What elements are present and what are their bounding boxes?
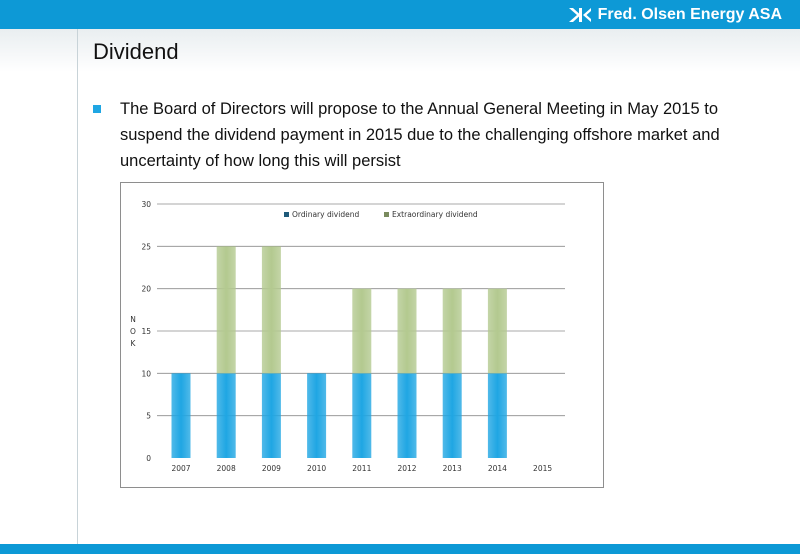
x-tick-label: 2009 [262, 464, 281, 473]
bar-extraordinary [216, 246, 236, 374]
legend-swatch [384, 212, 389, 217]
bar-ordinary [261, 373, 281, 458]
bar-ordinary [487, 373, 507, 458]
bar-ordinary [442, 373, 462, 458]
y-tick-label: 25 [141, 242, 151, 251]
bar-extraordinary [352, 288, 372, 374]
bullet-square-icon [93, 105, 101, 113]
legend-label: Extraordinary dividend [392, 210, 478, 219]
footer-bar [0, 544, 800, 554]
chart-svg: 0 5 10 15 20 25 30 NOK 2007 2008 2009 2010 2011 2012 2… [130, 200, 565, 473]
bar-ordinary [397, 373, 417, 458]
x-tick-label: 2007 [171, 464, 190, 473]
bar-extraordinary [261, 246, 281, 374]
title-band [0, 29, 800, 72]
x-tick-label: 2010 [307, 464, 326, 473]
bar-extraordinary [397, 288, 417, 374]
legend-swatch [284, 212, 289, 217]
x-tick-label: 2014 [488, 464, 507, 473]
bar-ordinary [352, 373, 372, 458]
fred-olsen-logo-icon [568, 8, 591, 22]
x-tick-label: 2012 [397, 464, 416, 473]
legend-label: Ordinary dividend [292, 210, 359, 219]
x-tick-label: 2008 [217, 464, 236, 473]
x-tick-label: 2013 [443, 464, 462, 473]
y-tick-label: 10 [141, 369, 151, 378]
brand-name: Fred. Olsen Energy ASA [597, 6, 782, 23]
y-tick-label: 0 [146, 454, 151, 463]
x-tick-label: 2015 [533, 464, 552, 473]
x-tick-label: 2011 [352, 464, 371, 473]
y-tick-label: 30 [141, 200, 151, 209]
y-tick-label: 20 [141, 285, 151, 294]
bar-ordinary [216, 373, 236, 458]
page-title: Dividend [93, 39, 179, 64]
y-tick-label: 15 [141, 327, 151, 336]
y-axis-label: N [130, 315, 136, 324]
bar-ordinary [171, 373, 191, 458]
left-rule [77, 29, 78, 544]
y-axis-label: O [130, 327, 136, 336]
bar-extraordinary [442, 288, 462, 374]
dividend-chart: 0 5 10 15 20 25 30 N O K 2007 2008 2009 2010 2011 2012 2… [120, 182, 604, 488]
bullet-text: The Board of Directors will propose to t… [120, 100, 720, 170]
bar-extraordinary [487, 288, 507, 374]
y-tick-label: 5 [146, 412, 151, 421]
y-axis-label: K [131, 339, 137, 348]
brand: Fred. Olsen Energy ASA [568, 4, 782, 26]
bar-ordinary [307, 373, 327, 458]
header-bar [0, 0, 800, 29]
